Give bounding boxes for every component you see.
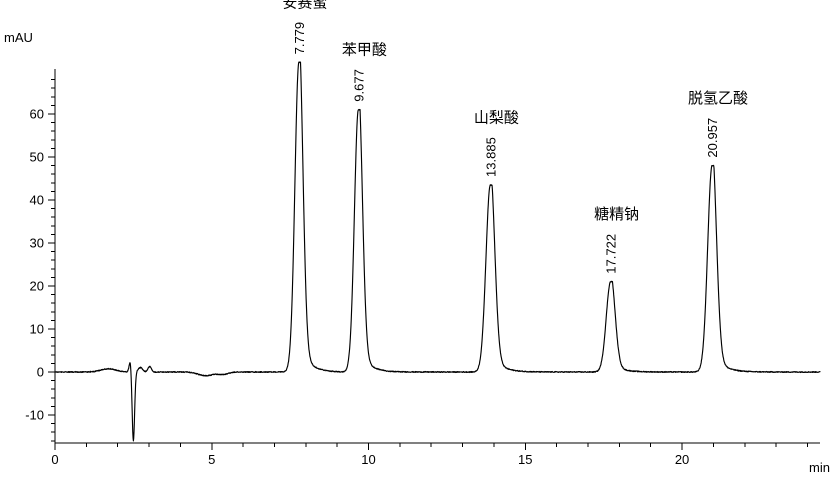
peak-labels-group: 7.779 安赛蜜 9.677 苯甲酸 13.885 山梨酸 17.722 糖精钠 20.957…: [282, 0, 748, 274]
x-tick-label: 15: [518, 452, 532, 467]
peak-retention-time-2: 9.677: [351, 69, 366, 102]
peak-compound-name-2: 苯甲酸: [342, 41, 387, 59]
y-tick-label: -10: [25, 408, 44, 423]
x-axis-ticks: [54, 442, 808, 450]
y-tick-label: 0: [37, 365, 44, 380]
peak-compound-name-5: 脱氢乙酸: [688, 89, 748, 107]
peak-compound-name-3: 山梨酸: [474, 108, 519, 126]
y-tick-label: 10: [30, 322, 44, 337]
x-axis-unit-text: min: [809, 460, 830, 475]
peak-retention-time-5: 20.957: [705, 118, 720, 158]
x-axis-tick-labels: 0 5 10 15 20: [51, 452, 689, 467]
peak-retention-time-1: 7.779: [292, 22, 307, 55]
x-tick-label: 5: [208, 452, 215, 467]
signal-trace: [54, 61, 821, 442]
y-axis-unit-text: mAU: [4, 30, 33, 45]
x-tick-label: 20: [675, 452, 689, 467]
y-tick-label: 60: [30, 107, 44, 122]
y-axis-ticks: [48, 79, 55, 442]
peak-compound-name-4: 糖精钠: [594, 205, 639, 223]
signal-trace-group: [54, 61, 821, 442]
x-axis-unit-label: min: [809, 459, 830, 477]
peak-compound-name-1: 安赛蜜: [282, 0, 327, 11]
y-tick-label: 30: [30, 236, 44, 251]
x-tick-label: 0: [51, 452, 58, 467]
y-tick-label: 40: [30, 193, 44, 208]
peak-retention-time-3: 13.885: [483, 137, 498, 177]
y-axis-unit-label: mAU: [4, 29, 33, 47]
y-tick-label: 20: [30, 279, 44, 294]
y-tick-label: 50: [30, 150, 44, 165]
peak-retention-time-4: 17.722: [604, 234, 619, 274]
x-tick-label: 10: [361, 452, 375, 467]
y-axis-tick-labels: -10 0 10 20 30 40 50 60: [25, 107, 44, 423]
